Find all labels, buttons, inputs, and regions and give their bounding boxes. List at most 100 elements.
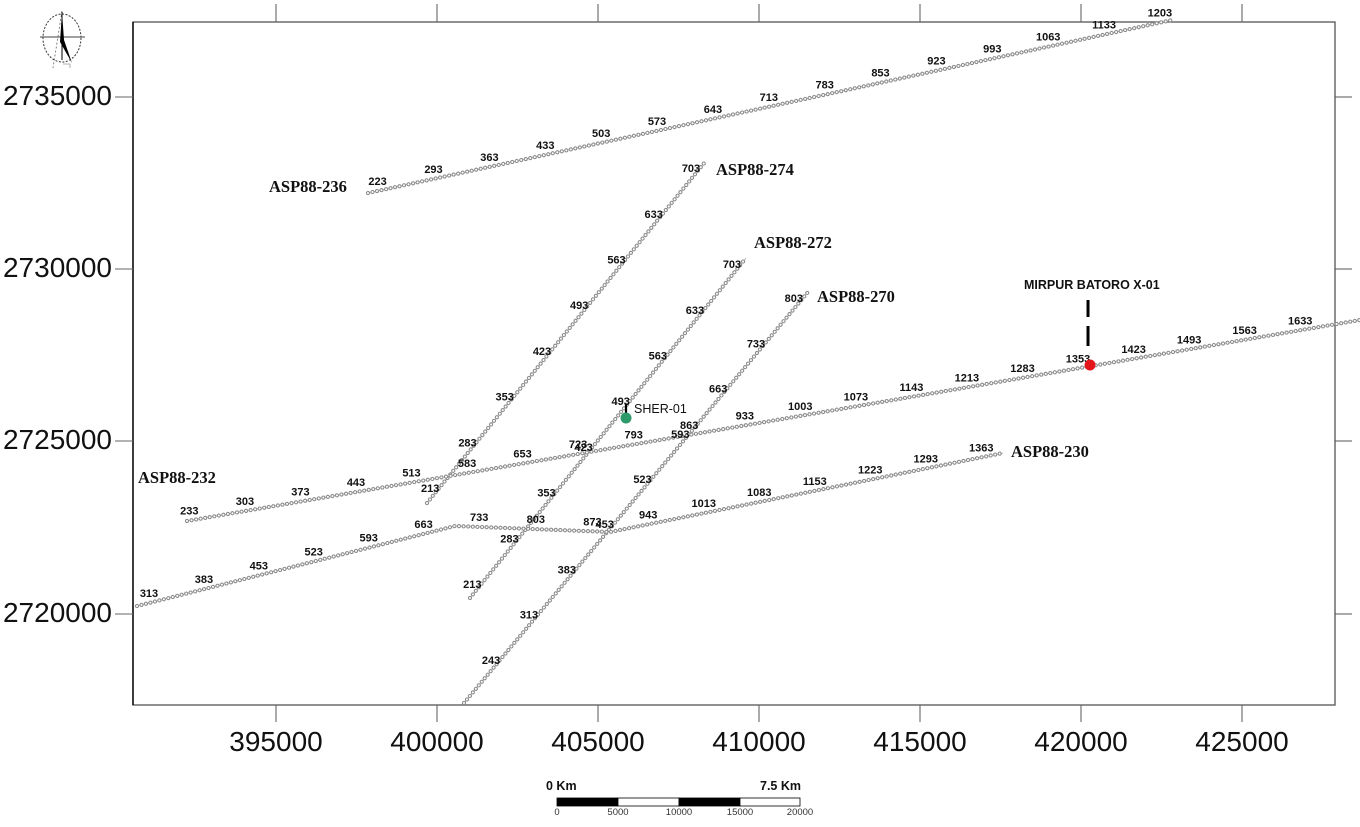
shotpoint-label: 1363 — [969, 442, 993, 454]
y-tick-label: 2730000 — [2, 252, 112, 283]
seismic-line-asp88-274[interactable] — [424, 159, 708, 506]
shotpoint-label: 863 — [680, 420, 698, 432]
shotpoint-label: 243 — [482, 655, 500, 667]
shotpoint-label: 453 — [596, 519, 614, 531]
shotpoint-label: 223 — [368, 176, 386, 188]
shotpoint-label: 583 — [458, 458, 476, 470]
shotpoint-label: 653 — [513, 449, 531, 461]
shotpoint-label: 723 — [569, 439, 587, 451]
shotpoint-label: 513 — [402, 468, 420, 480]
shotpoint-label: 563 — [649, 351, 667, 363]
shotpoint-label: 923 — [927, 56, 945, 68]
shotpoint-label: 1063 — [1036, 32, 1060, 44]
shotpoint-label: 593 — [671, 429, 689, 441]
seismic-line-name: ASP88-236 — [269, 177, 347, 196]
shotpoint-label: 213 — [421, 483, 439, 495]
axis-ticks — [115, 4, 1352, 722]
x-tick-label: 410000 — [712, 726, 806, 757]
shotpoint-labels: 223 293 363 433 503 573 643 713 783 853 923 993 1063… — [138, 8, 1312, 667]
shotpoint-label: 383 — [195, 574, 213, 586]
shotpoint-label: 293 — [424, 164, 442, 176]
shotpoint-label: 993 — [983, 44, 1001, 56]
shotpoint-label: 1223 — [858, 465, 882, 477]
shotpoint-label: 443 — [347, 477, 365, 489]
scale-tick-label: 5000 — [607, 807, 629, 818]
shotpoint-label: 733 — [747, 338, 765, 350]
wells: SHER-01 MIRPUR BATORO X-01 — [620, 278, 1160, 424]
shotpoint-label: 793 — [625, 430, 643, 442]
x-tick-label: 395000 — [229, 726, 323, 757]
well-marker-icon — [620, 412, 632, 424]
shotpoint-label: 633 — [686, 305, 704, 317]
shotpoint-label: 1203 — [1148, 8, 1172, 20]
seismic-line-name: ASP88-270 — [817, 287, 895, 306]
shotpoint-label: 1013 — [692, 498, 716, 510]
seismic-line-asp88-232[interactable] — [184, 317, 1360, 524]
seismic-line-name: ASP88-230 — [1011, 442, 1089, 461]
shotpoint-label: 383 — [558, 564, 576, 576]
shotpoint-label: 703 — [682, 163, 700, 175]
x-tick-label: 405000 — [551, 726, 645, 757]
x-tick-label: 400000 — [390, 726, 484, 757]
shotpoint-label: 703 — [723, 259, 741, 271]
shotpoint-label: 1493 — [1177, 334, 1201, 346]
shotpoint-label: 663 — [414, 519, 432, 531]
shotpoint-label: 633 — [645, 209, 663, 221]
shotpoint-label: 363 — [480, 152, 498, 164]
x-tick-label: 425000 — [1195, 726, 1289, 757]
shotpoint-label: 353 — [537, 488, 555, 500]
shotpoint-label: 1153 — [803, 476, 827, 488]
shotpoint-label: 933 — [736, 410, 754, 422]
shotpoint-label: 783 — [816, 80, 834, 92]
x-tick-label: 415000 — [873, 726, 967, 757]
shotpoint-label: 373 — [291, 487, 309, 499]
north-arrow-icon — [40, 10, 85, 69]
scale-tick-label: 15000 — [726, 807, 754, 818]
seismic-lines — [134, 17, 1360, 706]
shotpoint-label: 563 — [607, 255, 625, 267]
scale-tick-label: 10000 — [665, 807, 693, 818]
shotpoint-label: 663 — [709, 384, 727, 396]
well-name: SHER-01 — [634, 402, 687, 416]
seismic-line-asp88-236[interactable] — [365, 17, 1175, 196]
seismic-line-asp88-230[interactable] — [134, 450, 1006, 609]
shotpoint-label: 1133 — [1092, 20, 1116, 32]
well-mirpur-batoro-x-01[interactable]: MIRPUR BATORO X-01 — [1024, 278, 1160, 371]
shotpoint-label: 803 — [527, 514, 545, 526]
seismic-line-asp88-272[interactable] — [467, 255, 749, 601]
shotpoint-label: 803 — [785, 293, 803, 305]
shotpoint-label: 643 — [704, 104, 722, 116]
shotpoint-label: 523 — [633, 474, 651, 486]
shotpoint-label: 873 — [583, 516, 601, 528]
shotpoint-label: 943 — [639, 509, 657, 521]
well-name: MIRPUR BATORO X-01 — [1024, 278, 1160, 292]
shotpoint-label: 313 — [140, 588, 158, 600]
shotpoint-label: 283 — [500, 533, 518, 545]
shotpoint-label: 423 — [533, 346, 551, 358]
map-frame — [132, 21, 1336, 706]
well-sher-01[interactable]: SHER-01 — [620, 402, 687, 424]
shotpoint-label: 493 — [570, 300, 588, 312]
shotpoint-label: 1633 — [1288, 315, 1312, 327]
shotpoint-label: 313 — [520, 610, 538, 622]
shotpoint-label: 303 — [236, 496, 254, 508]
scale-bar-end-label: 7.5 Km — [760, 779, 801, 793]
shotpoint-label: 453 — [250, 560, 268, 572]
x-tick-label: 420000 — [1034, 726, 1128, 757]
seismic-line-name: ASP88-274 — [716, 160, 794, 179]
shotpoint-label: 1283 — [1010, 363, 1034, 375]
shotpoint-label: 433 — [536, 140, 554, 152]
shotpoint-label: 1293 — [914, 454, 938, 466]
shotpoint-label: 1353 — [1066, 353, 1090, 365]
shotpoint-label: 593 — [360, 533, 378, 545]
y-tick-label: 2720000 — [2, 597, 112, 628]
scale-bar — [556, 797, 801, 807]
shotpoint-label: 573 — [648, 116, 666, 128]
shotpoint-label: 1423 — [1121, 344, 1145, 356]
shotpoint-label: 713 — [760, 92, 778, 104]
shotpoint-label: 213 — [463, 579, 481, 591]
seismic-line-asp88-270[interactable] — [461, 289, 811, 706]
y-tick-label: 2725000 — [2, 424, 112, 455]
scale-tick-label: 0 — [554, 807, 560, 818]
shotpoint-label: 423 — [574, 442, 592, 454]
